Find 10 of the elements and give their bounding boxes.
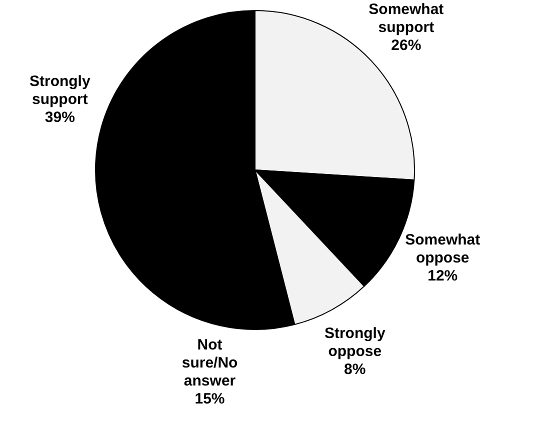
data-label: 12% bbox=[428, 267, 458, 284]
data-label: 15% bbox=[194, 390, 225, 408]
data-label: 26% bbox=[391, 37, 422, 54]
slice-label: Not sure/No answer bbox=[182, 336, 238, 390]
data-label: 8% bbox=[344, 360, 366, 378]
slice-label: Somewhat support bbox=[368, 1, 444, 36]
data-label: 39% bbox=[44, 108, 75, 126]
slice-label: Somewhat oppose bbox=[405, 231, 480, 266]
slice-label: Strongly support bbox=[29, 72, 91, 108]
slice-label: Strongly oppose bbox=[324, 324, 386, 360]
